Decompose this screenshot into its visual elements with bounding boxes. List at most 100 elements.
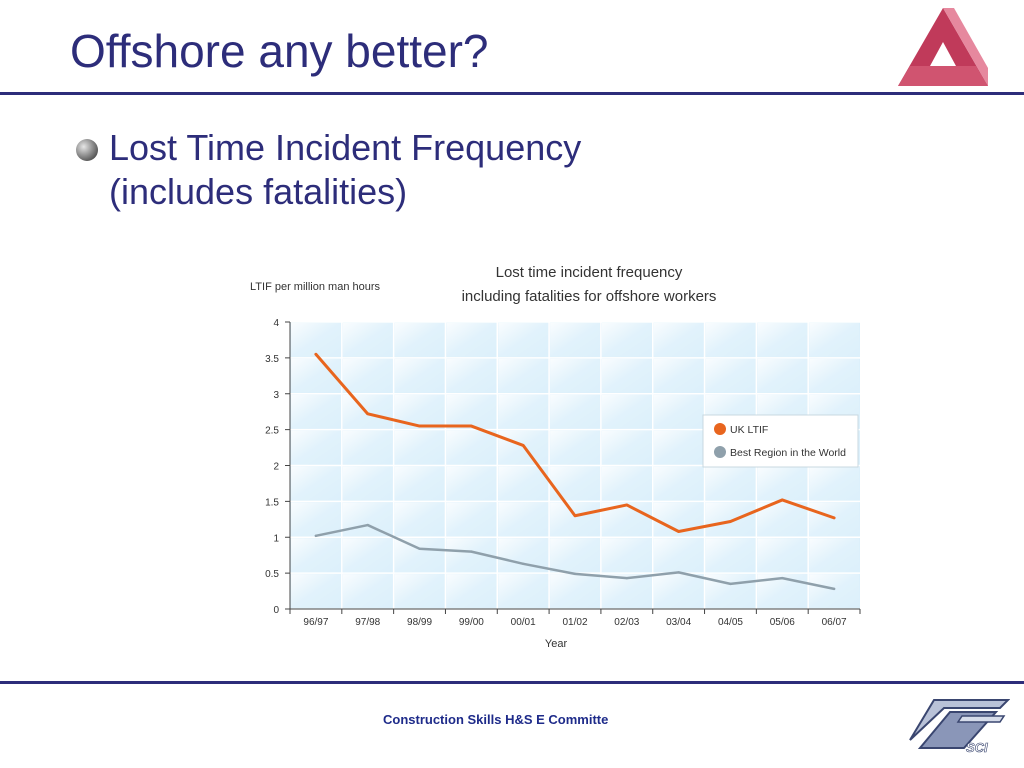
y-tick-label: 1 [273, 533, 279, 544]
plot-cell [809, 323, 859, 357]
y-tick-label: 0 [273, 605, 279, 616]
plot-cell [291, 502, 341, 537]
x-tick-label: 05/06 [770, 617, 795, 628]
x-axis-label: Year [545, 638, 568, 650]
x-tick-label: 97/98 [355, 617, 380, 628]
plot-cell [550, 394, 600, 429]
ltif-chart: Lost time incident frequency including f… [250, 264, 861, 650]
plot-cell [498, 323, 549, 357]
plot-cell [342, 502, 393, 537]
plot-cell [653, 466, 704, 501]
x-tick-label: 98/99 [407, 617, 432, 628]
plot-cell [291, 574, 341, 608]
plot-cell [446, 358, 497, 393]
plot-cell [705, 358, 756, 393]
plot-cell [342, 358, 393, 393]
plot-cell [550, 358, 600, 393]
legend-marker-uk-ltif [714, 423, 726, 435]
legend-label-best-region: Best Region in the World [730, 447, 846, 459]
plot-cell [342, 323, 393, 357]
bullet-line-1: Lost Time Incident Frequency [109, 127, 582, 168]
legend-marker-best-region [714, 446, 726, 458]
plot-cell [498, 502, 549, 537]
legend-label-uk-ltif: UK LTIF [730, 424, 768, 436]
x-tick-label: 04/05 [718, 617, 743, 628]
plot-cell [653, 574, 704, 608]
sci-logo-text: SCI [966, 740, 988, 755]
plot-cell [705, 502, 756, 537]
plot-cell [446, 323, 497, 357]
y-tick-label: 0.5 [265, 569, 279, 580]
plot-cell [757, 538, 808, 573]
plot-cell [394, 502, 445, 537]
plot-cell [550, 574, 600, 608]
x-tick-label: 02/03 [614, 617, 639, 628]
plot-cell [653, 394, 704, 429]
series-uk-ltif-point [625, 503, 629, 507]
plot-cell [601, 538, 652, 573]
plot-cell [446, 466, 497, 501]
series-best-region-point [470, 550, 473, 553]
plot-cell [550, 538, 600, 573]
plot-cell [809, 538, 859, 573]
y-tick-label: 3.5 [265, 354, 279, 365]
series-best-region-point [677, 571, 680, 574]
series-best-region-point [521, 562, 525, 565]
plot-cell [394, 466, 445, 501]
plot-cell [446, 430, 497, 465]
x-tick-label: 01/02 [562, 617, 587, 628]
plot-cell [757, 358, 808, 393]
plot-cell [446, 502, 497, 537]
plot-cell [394, 323, 445, 357]
plot-cell [446, 574, 497, 608]
series-best-region-point [729, 582, 732, 586]
series-best-region-point [781, 576, 784, 580]
series-uk-ltif-point [573, 514, 577, 517]
y-tick-label: 2 [273, 462, 279, 473]
plot-cell [291, 538, 341, 573]
chart-legend: UK LTIF Best Region in the World [702, 414, 859, 468]
plot-cell [550, 502, 600, 537]
plot-cell [291, 430, 341, 465]
plot-cell [394, 394, 445, 429]
series-uk-ltif-point [470, 424, 473, 428]
series-uk-ltif-point [521, 444, 525, 447]
plot-cell [498, 574, 549, 608]
plot-cell [550, 466, 600, 501]
y-tick-label: 3 [273, 390, 279, 401]
footer-divider [0, 681, 1024, 684]
plot-cell [394, 358, 445, 393]
plot-cell [394, 574, 445, 608]
plot-cell [809, 574, 859, 608]
plot-cell [342, 574, 393, 608]
plot-cell [653, 430, 704, 465]
sci-logo-icon: SCI [909, 699, 1010, 755]
plot-cell [653, 323, 704, 357]
series-uk-ltif-point [832, 516, 836, 520]
series-uk-ltif-point [781, 498, 784, 502]
bullet-text: Lost Time Incident Frequency (includes f… [109, 126, 581, 214]
plot-cell [291, 358, 341, 393]
plot-cell [291, 394, 341, 429]
slide-title: Offshore any better? [70, 25, 489, 77]
x-tick-label: 06/07 [822, 617, 847, 628]
plot-cell [601, 466, 652, 501]
plot-cell [601, 323, 652, 357]
y-tick-label: 2.5 [265, 426, 279, 437]
series-best-region-point [573, 572, 577, 576]
plot-cell [498, 394, 549, 429]
plot-cell [653, 358, 704, 393]
x-tick-label: 03/04 [666, 617, 691, 628]
plot-cell [291, 466, 341, 501]
plot-cell [601, 394, 652, 429]
plot-cell [342, 430, 393, 465]
plot-cell [601, 430, 652, 465]
plot-cell [757, 466, 808, 501]
series-best-region-point [314, 534, 318, 538]
y-tick-label: 4 [273, 318, 279, 329]
y-tick-label: 1.5 [265, 497, 279, 508]
bullet-line-2: (includes fatalities) [109, 171, 408, 212]
chart-title-line-1: Lost time incident frequency [496, 264, 683, 281]
series-best-region-point [418, 547, 421, 550]
x-tick-label: 99/00 [459, 617, 484, 628]
